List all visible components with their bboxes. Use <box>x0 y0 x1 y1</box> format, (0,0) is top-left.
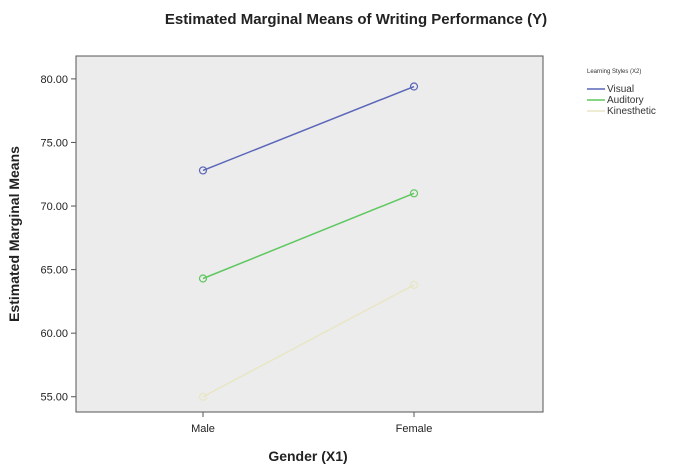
x-tick-label: Male <box>191 423 215 435</box>
data-point-auditory <box>409 189 419 198</box>
series-lines <box>202 85 415 398</box>
y-tick-label: 60.00 <box>40 328 68 340</box>
x-axis: Male Female <box>191 412 432 435</box>
legend-label-auditory: Auditory <box>607 95 644 106</box>
series-points <box>198 82 419 401</box>
legend-label-visual: Visual <box>607 84 634 95</box>
data-point-kinesthetic <box>409 280 419 289</box>
y-axis-label: Estimated Marginal Means <box>6 146 22 322</box>
y-tick-label: 70.00 <box>40 201 68 213</box>
legend-label-kinesthetic: Kinesthetic <box>607 106 656 117</box>
y-tick-label: 75.00 <box>40 137 68 149</box>
data-point-kinesthetic <box>198 392 208 401</box>
legend: Learning Styles (X2) VisualAuditoryKines… <box>587 69 656 117</box>
y-axis: 55.00 60.00 65.00 70.00 75.00 80.00 <box>40 74 76 404</box>
x-tick-label: Female <box>396 423 433 435</box>
data-point-visual <box>409 82 419 91</box>
y-tick-label: 65.00 <box>40 265 68 277</box>
x-axis-label: Gender (X1) <box>268 448 347 464</box>
legend-title: Learning Styles (X2) <box>587 69 641 75</box>
plot-area <box>75 55 544 413</box>
series-line-auditory <box>202 192 415 280</box>
chart-title: Estimated Marginal Means of Writing Perf… <box>165 11 547 28</box>
y-tick-label: 80.00 <box>40 74 68 86</box>
series-line-visual <box>202 85 415 172</box>
y-tick-label: 55.00 <box>40 392 68 404</box>
data-point-visual <box>198 166 208 175</box>
series-line-kinesthetic <box>202 284 415 398</box>
data-point-auditory <box>198 274 208 283</box>
